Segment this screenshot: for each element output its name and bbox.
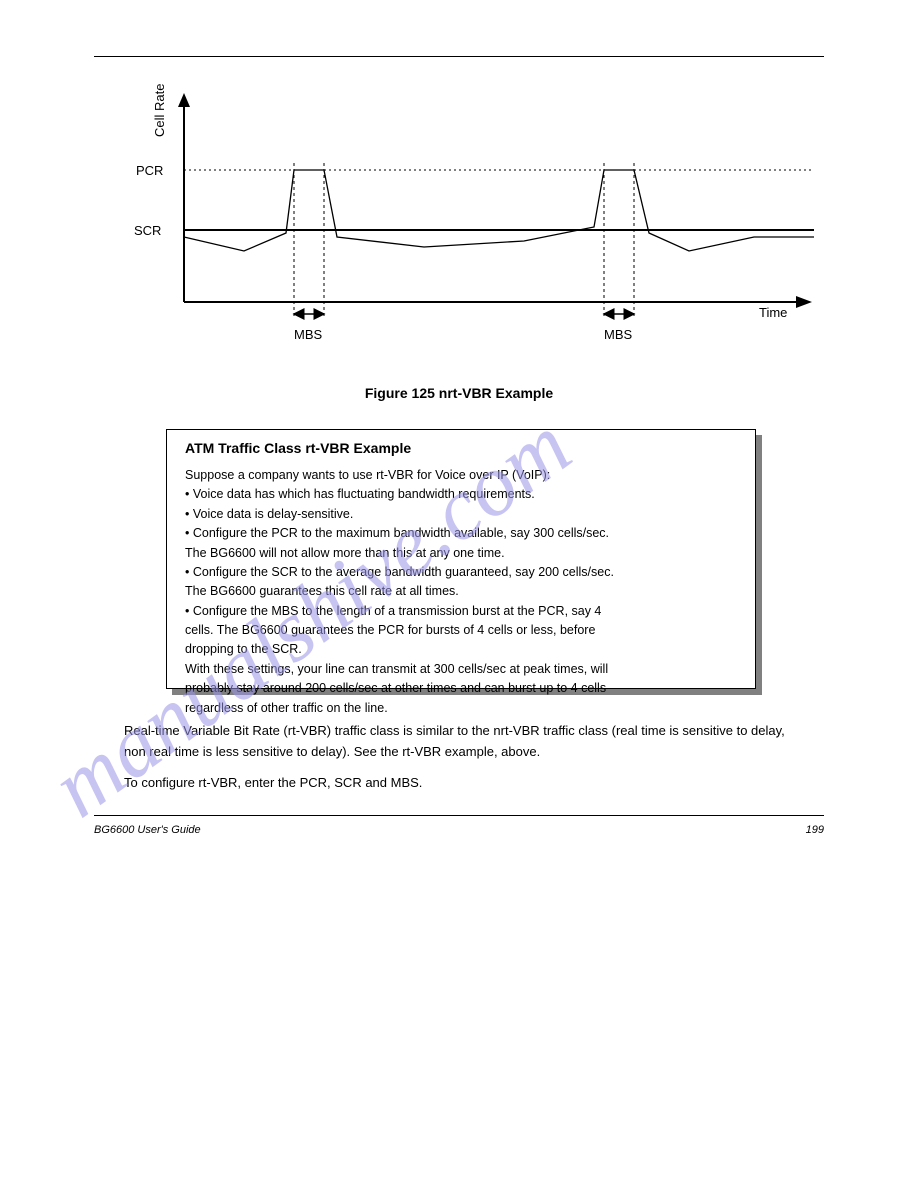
data-line	[184, 170, 814, 251]
mbs-label-2: MBS	[604, 327, 633, 342]
example-line: • Configure the PCR to the maximum bandw…	[185, 524, 737, 543]
pcr-label: PCR	[136, 163, 163, 178]
footer-left: BG6600 User's Guide	[94, 824, 201, 836]
top-rule	[94, 56, 824, 57]
below-p2: To configure rt-VBR, enter the PCR, SCR …	[124, 773, 804, 794]
example-line: • Configure the SCR to the average bandw…	[185, 563, 737, 582]
chart-container: Cell Rate Time PCR SCR MBS MBS	[94, 77, 824, 367]
example-body: Suppose a company wants to use rt-VBR fo…	[185, 466, 737, 718]
footer-right: 199	[806, 824, 824, 836]
mbs-label-1: MBS	[294, 327, 323, 342]
example-box: ATM Traffic Class rt-VBR Example Suppose…	[166, 429, 756, 689]
example-line: With these settings, your line can trans…	[185, 660, 737, 679]
x-axis-label: Time	[759, 305, 787, 320]
example-line: The BG6600 guarantees this cell rate at …	[185, 582, 737, 601]
example-line: • Voice data has which has fluctuating b…	[185, 485, 737, 504]
figure-caption: Figure 125 nrt-VBR Example	[94, 385, 824, 401]
example-line: The BG6600 will not allow more than this…	[185, 544, 737, 563]
scr-label: SCR	[134, 223, 161, 238]
example-line: Suppose a company wants to use rt-VBR fo…	[185, 466, 737, 485]
example-line: dropping to the SCR.	[185, 640, 737, 659]
chart-svg: Cell Rate Time PCR SCR MBS MBS	[94, 77, 824, 367]
bottom-rule	[94, 815, 824, 816]
below-box: Real-time Variable Bit Rate (rt-VBR) tra…	[124, 721, 804, 793]
example-line: • Configure the MBS to the length of a t…	[185, 602, 737, 621]
example-line: regardless of other traffic on the line.	[185, 699, 737, 718]
y-axis-label: Cell Rate	[152, 84, 167, 137]
example-title: ATM Traffic Class rt-VBR Example	[185, 440, 737, 456]
below-p1: Real-time Variable Bit Rate (rt-VBR) tra…	[124, 721, 804, 763]
example-line: probably stay around 200 cells/sec at ot…	[185, 679, 737, 698]
footer: BG6600 User's Guide 199	[94, 824, 824, 836]
example-line: • Voice data is delay-sensitive.	[185, 505, 737, 524]
example-line: cells. The BG6600 guarantees the PCR for…	[185, 621, 737, 640]
